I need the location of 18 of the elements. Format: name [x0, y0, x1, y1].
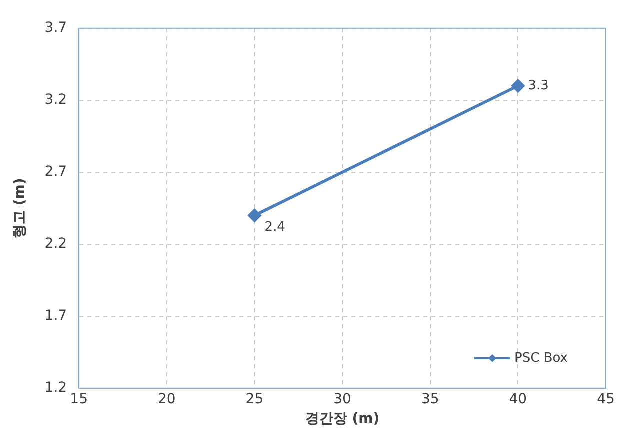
x-tick-label: 40 — [509, 391, 528, 408]
x-axis-title: 경간장 (m) — [305, 411, 380, 428]
x-tick-label: 15 — [70, 391, 88, 408]
y-tick-label: 3.7 — [44, 20, 68, 36]
data-label: 3.3 — [528, 78, 549, 94]
y-tick-label: 1.2 — [44, 380, 68, 396]
x-tick-label: 20 — [158, 391, 176, 408]
y-tick-label: 3.2 — [44, 92, 68, 108]
x-tick-label: 30 — [334, 391, 352, 408]
data-label: 2.4 — [264, 220, 286, 235]
legend-label: PSC Box — [514, 350, 568, 366]
x-tick-label: 35 — [421, 391, 440, 408]
x-tick-label: 45 — [597, 391, 615, 408]
y-tick-label: 2.2 — [44, 236, 68, 252]
y-tick-label: 1.7 — [44, 308, 68, 324]
y-axis-title: 형고 (m) — [12, 178, 28, 239]
y-tick-label: 2.7 — [44, 164, 68, 180]
x-tick-label: 25 — [246, 391, 264, 408]
